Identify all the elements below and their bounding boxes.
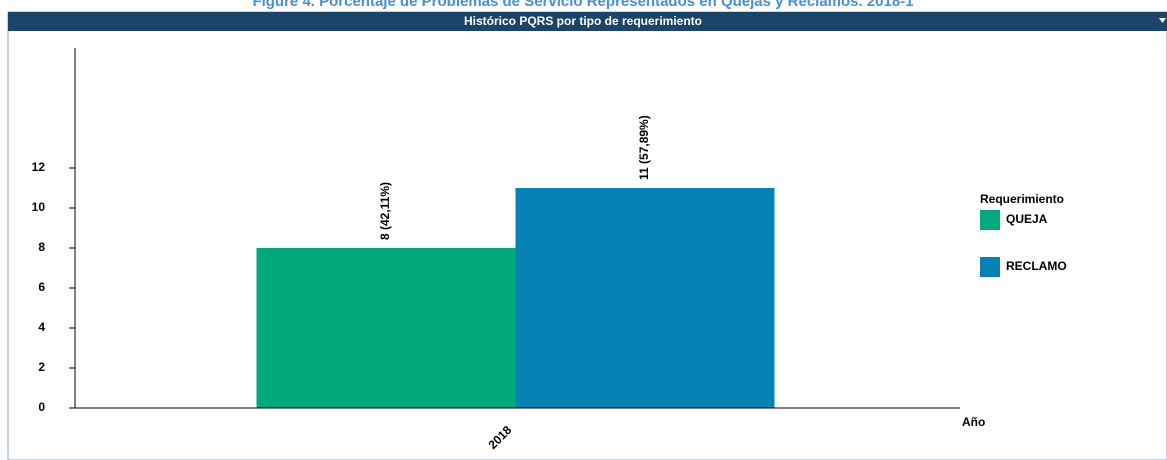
y-tick-label: 4 bbox=[38, 320, 45, 334]
value-label: 8 (42,11%) bbox=[378, 182, 392, 240]
y-tick-label: 10 bbox=[32, 200, 46, 214]
legend-title: Requerimiento bbox=[980, 192, 1064, 206]
legend-swatch bbox=[980, 210, 1000, 230]
y-tick-label: 2 bbox=[38, 360, 45, 374]
bar bbox=[515, 188, 775, 408]
y-tick-label: 0 bbox=[38, 400, 45, 414]
value-label: 11 (57,89%) bbox=[637, 115, 651, 180]
chart-title: Histórico PQRS por tipo de requerimiento bbox=[464, 14, 702, 28]
y-tick-label: 8 bbox=[38, 240, 45, 254]
legend-label: RECLAMO bbox=[1006, 259, 1067, 273]
legend-label: QUEJA bbox=[1006, 212, 1048, 226]
x-axis-title: Año bbox=[962, 415, 985, 429]
header-bar bbox=[8, 12, 1167, 31]
bar bbox=[256, 248, 516, 408]
menu-arrow[interactable] bbox=[1159, 18, 1166, 23]
y-tick-label: 6 bbox=[38, 280, 45, 294]
y-tick-label: 12 bbox=[32, 160, 46, 174]
legend-swatch bbox=[980, 257, 1000, 277]
caption: Figure 4. Porcentaje de Problemas de Ser… bbox=[252, 0, 913, 10]
